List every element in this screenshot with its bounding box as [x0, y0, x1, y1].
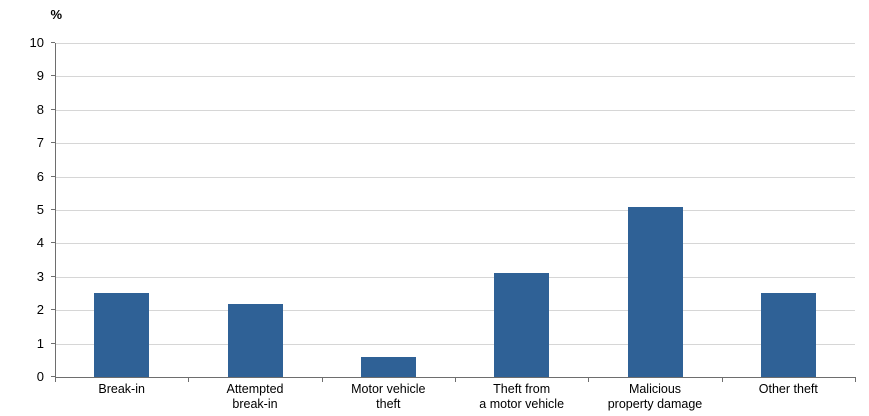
bar-break-in — [94, 293, 150, 377]
x-axis-category-label: Theft from a motor vehicle — [479, 382, 565, 411]
gridline — [55, 310, 855, 312]
y-axis-tick-label: 6 — [36, 168, 44, 184]
x-axis-tick — [722, 378, 723, 382]
y-axis-tick-label: 9 — [36, 68, 44, 84]
gridline — [55, 43, 855, 44]
x-axis-tick — [455, 378, 456, 382]
gridline — [55, 176, 855, 178]
gridline — [55, 343, 855, 345]
gridline — [55, 210, 855, 211]
x-axis-category-label: Other theft — [758, 382, 818, 396]
y-axis-tick-label: 2 — [36, 302, 44, 318]
x-axis-tick — [322, 378, 323, 382]
bar-other-theft — [760, 293, 816, 377]
bar-motor-vehicle-theft — [360, 357, 416, 377]
y-axis-tick-label: 1 — [36, 335, 44, 351]
gridline — [55, 243, 855, 245]
y-axis-tick-label: 8 — [36, 101, 44, 117]
bar-theft-from-a-motor-vehicle — [494, 273, 550, 377]
y-axis-line — [55, 43, 56, 378]
y-axis-tick — [51, 142, 55, 144]
plot-area — [55, 43, 855, 377]
y-axis-tick-label: 5 — [36, 202, 44, 217]
y-axis-tick — [51, 242, 55, 244]
x-axis-category-label: Malicious property damage — [607, 382, 703, 411]
x-axis-tick — [588, 378, 589, 382]
x-axis-tick — [55, 378, 56, 382]
y-axis-tick — [51, 75, 55, 77]
gridline — [55, 143, 855, 145]
y-axis-tick — [51, 309, 55, 311]
y-axis-tick — [51, 209, 55, 210]
y-axis-tick — [51, 108, 55, 110]
x-axis-category-label: Attempted break-in — [226, 382, 284, 411]
y-axis-unit-label: % — [50, 7, 62, 22]
x-axis-category-label: Motor vehicle theft — [351, 382, 426, 411]
y-axis-tick — [51, 376, 55, 377]
gridline — [55, 76, 855, 78]
x-axis-tick — [188, 378, 189, 382]
y-axis-tick-label: 4 — [36, 235, 44, 251]
bar-malicious-property-damage — [627, 207, 683, 377]
gridline — [55, 276, 855, 278]
x-axis-tick — [855, 378, 856, 382]
y-axis-tick-label: 7 — [36, 135, 44, 151]
y-axis-tick — [51, 342, 55, 344]
gridline — [55, 109, 855, 111]
bar-attempted-break-in — [227, 304, 283, 377]
y-axis-tick — [51, 175, 55, 177]
y-axis-tick — [51, 42, 55, 43]
y-axis-tick — [51, 275, 55, 277]
y-axis-tick-label: 10 — [29, 35, 44, 50]
y-axis-tick-label: 3 — [36, 268, 44, 284]
y-axis-tick-label: 0 — [36, 369, 44, 384]
x-axis-category-label: Break-in — [98, 382, 145, 396]
x-axis-line — [55, 377, 856, 378]
